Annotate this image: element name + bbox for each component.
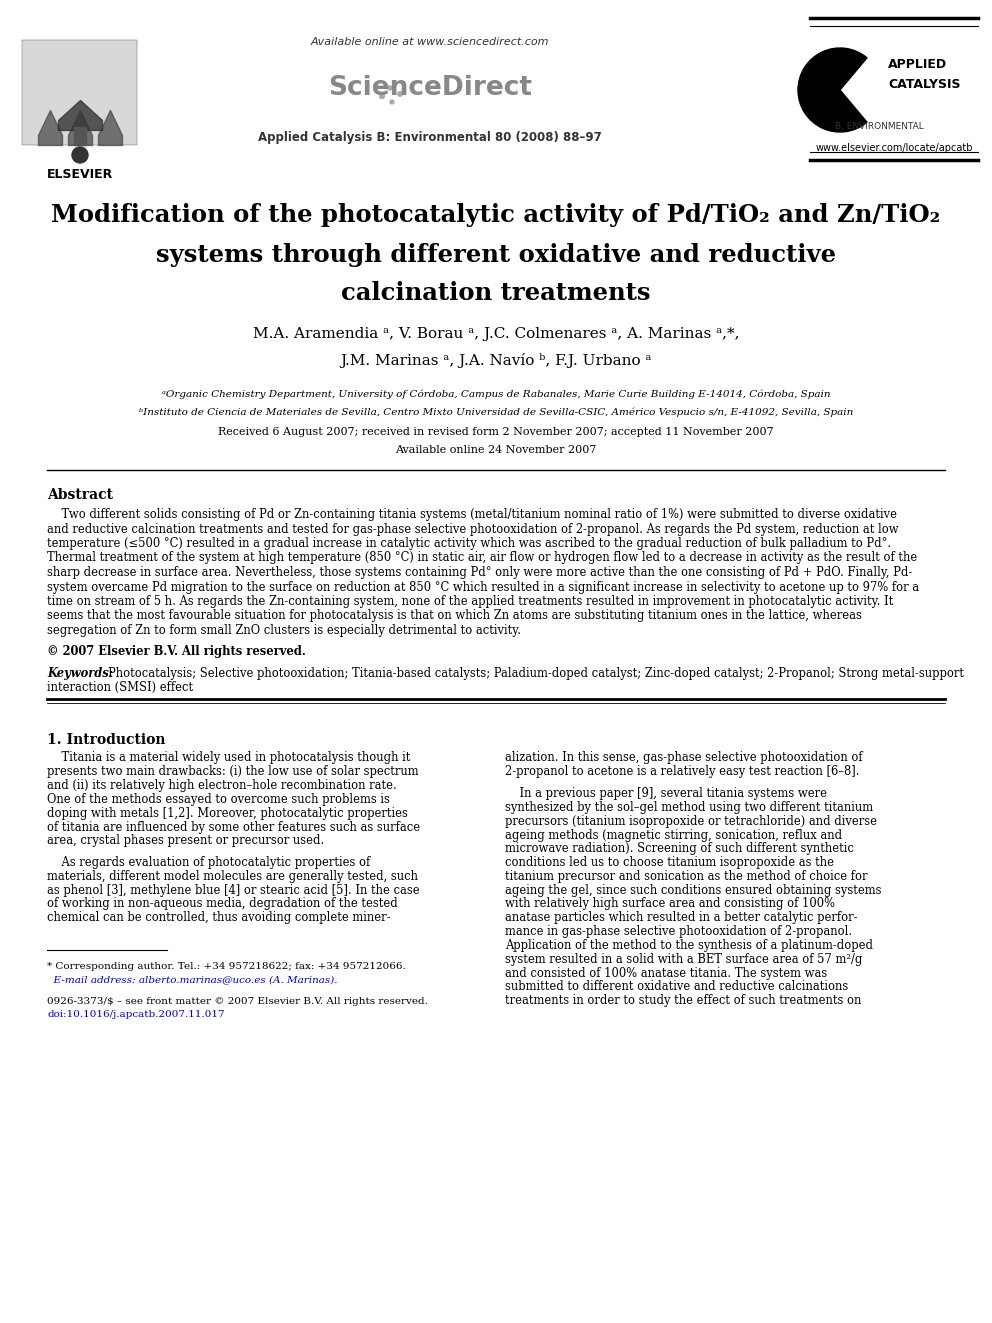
Text: M.A. Aramendia ᵃ, V. Borau ᵃ, J.C. Colmenares ᵃ, A. Marinas ᵃ,*,: M.A. Aramendia ᵃ, V. Borau ᵃ, J.C. Colme… [253,327,739,341]
Text: synthesized by the sol–gel method using two different titanium: synthesized by the sol–gel method using … [505,800,873,814]
Text: of working in non-aqueous media, degradation of the tested: of working in non-aqueous media, degrada… [47,897,398,910]
Text: Abstract: Abstract [47,488,113,501]
Text: segregation of Zn to form small ZnO clusters is especially detrimental to activi: segregation of Zn to form small ZnO clus… [47,624,521,636]
Text: ELSEVIER: ELSEVIER [47,168,113,181]
Text: doi:10.1016/j.apcatb.2007.11.017: doi:10.1016/j.apcatb.2007.11.017 [47,1009,224,1019]
Text: seems that the most favourable situation for photocatalysis is that on which Zn : seems that the most favourable situation… [47,610,862,623]
Text: In a previous paper [9], several titania systems were: In a previous paper [9], several titania… [505,787,827,800]
Text: 1. Introduction: 1. Introduction [47,733,166,747]
Text: doping with metals [1,2]. Moreover, photocatalytic properties: doping with metals [1,2]. Moreover, phot… [47,807,408,820]
Text: Keywords:: Keywords: [47,667,113,680]
Text: ageing the gel, since such conditions ensured obtaining systems: ageing the gel, since such conditions en… [505,884,882,897]
Bar [835,54,849,67]
Text: Modification of the photocatalytic activity of Pd/TiO₂ and Zn/TiO₂: Modification of the photocatalytic activ… [52,202,940,228]
Circle shape [72,147,88,163]
Text: © 2007 Elsevier B.V. All rights reserved.: © 2007 Elsevier B.V. All rights reserved… [47,644,306,658]
Text: E-mail address: alberto.marinas@uco.es (A. Marinas).: E-mail address: alberto.marinas@uco.es (… [47,975,337,984]
Text: One of the methods essayed to overcome such problems is: One of the methods essayed to overcome s… [47,792,390,806]
Text: As regards evaluation of photocatalytic properties of: As regards evaluation of photocatalytic … [47,856,370,869]
Text: B, ENVIRONMENTAL: B, ENVIRONMENTAL [835,123,924,131]
Text: * Corresponding author. Tel.: +34 957218622; fax: +34 957212066.: * Corresponding author. Tel.: +34 957218… [47,962,406,971]
Text: precursors (titanium isopropoxide or tetrachloride) and diverse: precursors (titanium isopropoxide or tet… [505,815,877,828]
Text: Available online 24 November 2007: Available online 24 November 2007 [396,445,596,455]
Text: system overcame Pd migration to the surface on reduction at 850 °C which resulte: system overcame Pd migration to the surf… [47,581,920,594]
Text: ageing methods (magnetic stirring, sonication, reflux and: ageing methods (magnetic stirring, sonic… [505,828,842,841]
Text: with relatively high surface area and consisting of 100%: with relatively high surface area and co… [505,897,835,910]
Text: Applied Catalysis B: Environmental 80 (2008) 88–97: Applied Catalysis B: Environmental 80 (2… [258,131,602,144]
Circle shape [380,94,385,98]
Text: 2-propanol to acetone is a relatively easy test reaction [6–8].: 2-propanol to acetone is a relatively ea… [505,765,859,778]
Text: Available online at www.sciencedirect.com: Available online at www.sciencedirect.co… [310,37,550,48]
Text: materials, different model molecules are generally tested, such: materials, different model molecules are… [47,871,418,882]
Text: treatments in order to study the effect of such treatments on: treatments in order to study the effect … [505,994,861,1007]
Wedge shape [798,48,867,132]
Text: sharp decrease in surface area. Nevertheless, those systems containing Pd° only : sharp decrease in surface area. Neverthe… [47,566,913,579]
Text: microwave radiation). Screening of such different synthetic: microwave radiation). Screening of such … [505,843,854,855]
Text: CATALYSIS: CATALYSIS [888,78,960,91]
Bar [74,127,86,146]
Text: and (ii) its relatively high electron–hole recombination rate.: and (ii) its relatively high electron–ho… [47,779,397,792]
Text: anatase particles which resulted in a better catalytic perfor-: anatase particles which resulted in a be… [505,912,857,925]
Circle shape [390,101,394,105]
Text: temperature (≤500 °C) resulted in a gradual increase in catalytic activity which: temperature (≤500 °C) resulted in a grad… [47,537,891,550]
Text: alization. In this sense, gas-phase selective photooxidation of: alization. In this sense, gas-phase sele… [505,751,863,765]
Circle shape [398,91,402,97]
Text: and consisted of 100% anatase titania. The system was: and consisted of 100% anatase titania. T… [505,967,827,979]
Text: chemical can be controlled, thus avoiding complete miner-: chemical can be controlled, thus avoidin… [47,912,391,925]
Text: as phenol [3], methylene blue [4] or stearic acid [5]. In the case: as phenol [3], methylene blue [4] or ste… [47,884,420,897]
Text: calcination treatments: calcination treatments [341,280,651,306]
Text: submitted to different oxidative and reductive calcinations: submitted to different oxidative and red… [505,980,848,994]
Text: ᵃOrganic Chemistry Department, University of Córdoba, Campus de Rabanales, Marie: ᵃOrganic Chemistry Department, Universit… [162,389,830,398]
Text: and reductive calcination treatments and tested for gas-phase selective photooxi: and reductive calcination treatments and… [47,523,899,536]
Text: Received 6 August 2007; received in revised form 2 November 2007; accepted 11 No: Received 6 August 2007; received in revi… [218,427,774,437]
Text: titanium precursor and sonication as the method of choice for: titanium precursor and sonication as the… [505,871,867,882]
Text: 0926-3373/$ – see front matter © 2007 Elsevier B.V. All rights reserved.: 0926-3373/$ – see front matter © 2007 El… [47,998,428,1005]
Text: APPLIED: APPLIED [888,58,947,71]
Text: of titania are influenced by some other features such as surface: of titania are influenced by some other … [47,820,421,833]
Text: time on stream of 5 h. As regards the Zn-containing system, none of the applied : time on stream of 5 h. As regards the Zn… [47,595,893,609]
Text: systems through different oxidative and reductive: systems through different oxidative and … [156,243,836,267]
Text: Two different solids consisting of Pd or Zn-containing titania systems (metal/ti: Two different solids consisting of Pd or… [47,508,897,521]
Text: Titania is a material widely used in photocatalysis though it: Titania is a material widely used in pho… [47,751,411,765]
Text: system resulted in a solid with a BET surface area of 57 m²/g: system resulted in a solid with a BET su… [505,953,862,966]
Text: ScienceDirect: ScienceDirect [328,75,532,101]
Text: conditions led us to choose titanium isopropoxide as the: conditions led us to choose titanium iso… [505,856,834,869]
Text: Photocatalysis; Selective photooxidation; Titania-based catalysts; Paladium-dope: Photocatalysis; Selective photooxidation… [108,667,964,680]
Text: area, crystal phases present or precursor used.: area, crystal phases present or precurso… [47,835,324,847]
Circle shape [388,86,392,90]
Text: Thermal treatment of the system at high temperature (850 °C) in static air, air : Thermal treatment of the system at high … [47,552,918,565]
Text: interaction (SMSI) effect: interaction (SMSI) effect [47,680,193,693]
Text: ᵇInstituto de Ciencia de Materiales de Sevilla, Centro Mixto Universidad de Sevi: ᵇInstituto de Ciencia de Materiales de S… [139,407,853,417]
Text: presents two main drawbacks: (i) the low use of solar spectrum: presents two main drawbacks: (i) the low… [47,765,419,778]
Text: J.M. Marinas ᵃ, J.A. Navío ᵇ, F.J. Urbano ᵃ: J.M. Marinas ᵃ, J.A. Navío ᵇ, F.J. Urban… [340,352,652,368]
Text: Application of the method to the synthesis of a platinum-doped: Application of the method to the synthes… [505,939,873,953]
FancyBboxPatch shape [22,40,137,146]
Text: mance in gas-phase selective photooxidation of 2-propanol.: mance in gas-phase selective photooxidat… [505,925,852,938]
Text: www.elsevier.com/locate/apcatb: www.elsevier.com/locate/apcatb [815,143,973,153]
